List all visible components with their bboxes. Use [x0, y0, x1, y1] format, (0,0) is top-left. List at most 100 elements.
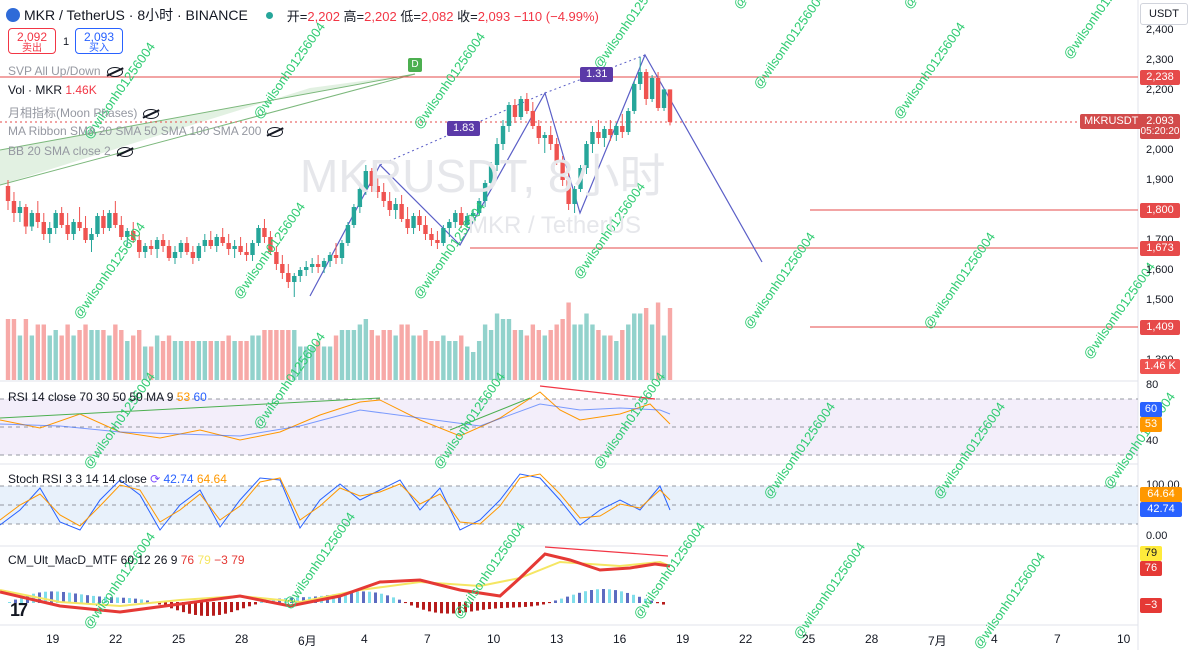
macd-bar — [608, 589, 611, 603]
candle-body — [274, 252, 279, 264]
ratio-label[interactable]: 1.31 — [580, 67, 614, 82]
volume-bar — [166, 335, 172, 380]
svp-fan-line — [0, 73, 416, 186]
time-tick-label: 22 — [739, 632, 753, 646]
candle-body — [423, 225, 428, 234]
sell-button[interactable]: 2,092 卖出 — [8, 28, 56, 54]
macd-bar — [68, 592, 71, 603]
candle-body — [280, 264, 285, 273]
symbol-title[interactable]: MKR / TetherUS · 8小时 · BINANCE — [24, 7, 248, 23]
indicator-ribbon[interactable]: MA Ribbon SMA 20 SMA 50 SMA 100 SMA 200 — [8, 124, 284, 138]
volume-bar — [524, 335, 530, 380]
indicator-volume[interactable]: Vol · MKR 1.46K — [8, 83, 97, 97]
candle-body — [202, 240, 208, 246]
macd-bar — [92, 595, 95, 603]
currency-selector[interactable]: USDT — [1140, 3, 1188, 25]
mkr-coin-icon — [6, 8, 20, 22]
volume-bar — [661, 335, 667, 380]
volume-bar — [77, 330, 82, 380]
candle-body — [196, 246, 202, 258]
candle-body — [572, 189, 577, 204]
volume-bar — [327, 346, 333, 380]
macd-bar — [230, 602, 233, 613]
macd-bar — [200, 602, 203, 616]
candle-body — [596, 132, 601, 138]
macd-bar — [380, 593, 383, 603]
price-level-label: 1.46 K — [1140, 359, 1180, 374]
volume-bar — [435, 341, 440, 380]
macd-bar — [98, 596, 101, 603]
market-open-dot-icon — [265, 11, 273, 19]
volume-bar — [65, 324, 70, 380]
macd-bar — [560, 598, 563, 603]
candle-body — [494, 144, 500, 165]
overlay-watermark: @wilsonh01256004 — [750, 0, 828, 92]
time-tick-label: 4 — [991, 632, 998, 646]
volume-bar — [154, 335, 160, 380]
volume-bar — [107, 335, 112, 380]
hidden-eye-icon[interactable] — [267, 126, 284, 137]
indicator-rsi[interactable]: RSI 14 close 70 30 50 50 MA 9 53 60 — [8, 390, 207, 404]
volume-bar — [131, 335, 136, 380]
time-tick-label: 28 — [865, 632, 879, 646]
hidden-eye-icon[interactable] — [143, 108, 160, 119]
candle-body — [447, 222, 452, 228]
candle-body — [23, 207, 29, 227]
price-tick-label: 1,600 — [1146, 264, 1174, 276]
macd-bar — [182, 602, 185, 613]
candle-body — [476, 201, 482, 213]
candle-body — [137, 240, 142, 252]
candles-layer — [5, 57, 673, 297]
volume-bar — [393, 335, 398, 380]
macd-bar — [56, 591, 59, 603]
macd-bar — [482, 602, 485, 610]
volume-bar — [608, 335, 613, 380]
volume-bar — [220, 341, 225, 380]
candle-body — [548, 135, 553, 144]
macd-bar — [260, 601, 263, 603]
indicator-bb[interactable]: BB 20 SMA close 2 — [8, 144, 133, 158]
indicator-stoch[interactable]: Stoch RSI 3 3 14 14 close ⟳ 42.74 64.64 — [8, 472, 227, 486]
hidden-eye-icon[interactable] — [106, 66, 123, 77]
macd-bar — [554, 600, 557, 603]
hidden-eye-icon[interactable] — [116, 146, 133, 157]
volume-bar — [453, 341, 458, 380]
volume-bar — [423, 330, 428, 380]
indicator-macd[interactable]: CM_Ult_MacD_MTF 60 12 26 9 76 79 −3 79 — [8, 553, 245, 567]
candle-body — [77, 222, 82, 228]
candle-body — [89, 234, 94, 240]
buy-button[interactable]: 2,093 买入 — [75, 28, 123, 54]
overlay-watermark: @wilsonh01256004 — [900, 0, 978, 12]
indicator-moon[interactable]: 月相指标(Moon Phases) — [8, 104, 160, 121]
symbol-watermark: MKRUSDT, 8小时 — [300, 150, 666, 202]
stoch-value-label: 64.64 — [1140, 487, 1182, 502]
macd-bar — [536, 602, 539, 606]
candle-body — [107, 213, 112, 228]
candle-body — [345, 225, 351, 243]
candle-body — [125, 231, 130, 237]
candle-body — [119, 225, 124, 237]
ratio-label[interactable]: 1.83 — [447, 121, 481, 136]
candle-body — [441, 228, 446, 243]
macd-histogram — [8, 589, 665, 616]
candle-body — [5, 186, 11, 201]
volume-bar — [238, 341, 243, 380]
volume-bar — [190, 341, 196, 380]
candle-body — [602, 129, 607, 138]
macd-bar — [650, 600, 653, 603]
candle-body — [405, 219, 410, 228]
candle-body — [470, 213, 476, 216]
candle-body — [190, 252, 196, 258]
macd-bar — [128, 598, 131, 603]
macd-bar — [344, 592, 347, 603]
d-marker[interactable]: D — [408, 58, 422, 72]
macd-bar — [236, 602, 239, 611]
candle-body — [381, 192, 386, 201]
candle-body — [244, 252, 249, 255]
macd-bar — [338, 593, 341, 603]
candle-body — [417, 216, 422, 225]
macd-bar — [632, 594, 635, 603]
candle-body — [160, 240, 166, 246]
indicator-svp[interactable]: SVP All Up/Down — [8, 64, 123, 78]
